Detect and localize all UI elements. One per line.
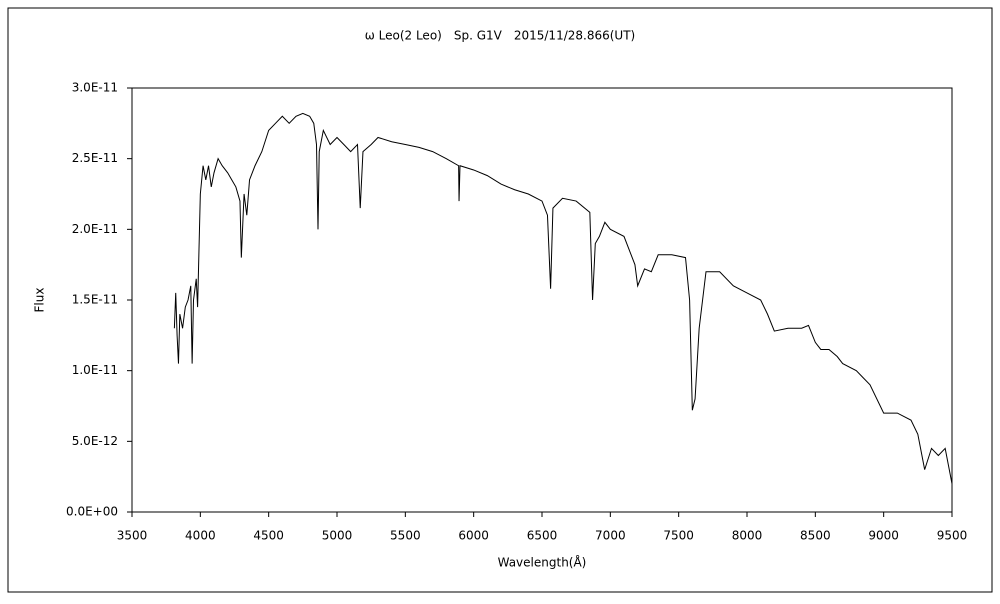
x-axis-label: Wavelength(Å)	[498, 555, 587, 570]
x-tick-label: 6000	[458, 529, 489, 543]
x-tick-label: 4000	[185, 529, 216, 543]
x-tick-label: 5500	[390, 529, 421, 543]
x-tick-label: 6500	[527, 529, 558, 543]
x-tick-label: 3500	[117, 529, 148, 543]
x-tick-label: 8500	[800, 529, 831, 543]
y-tick-label: 5.0E-12	[72, 434, 118, 448]
y-tick-label: 2.5E-11	[72, 151, 118, 165]
y-axis-label: Flux	[33, 288, 47, 313]
x-tick-label: 7000	[595, 529, 626, 543]
x-tick-label: 9500	[937, 529, 968, 543]
x-tick-label: 7500	[663, 529, 694, 543]
x-tick-label: 9000	[868, 529, 899, 543]
y-tick-label: 3.0E-11	[72, 81, 118, 95]
spectrum-line	[173, 112, 953, 484]
x-tick-label: 5000	[322, 529, 353, 543]
y-tick-label: 0.0E+00	[66, 505, 118, 519]
chart-title: ω Leo(2 Leo) Sp. G1V 2015/11/28.866(UT)	[365, 29, 635, 43]
frame	[7, 7, 993, 593]
x-tick-label: 4500	[253, 529, 284, 543]
y-tick-label: 1.0E-11	[72, 363, 118, 377]
x-tick-label: 8000	[732, 529, 763, 543]
y-tick-label: 2.0E-11	[72, 222, 118, 236]
y-tick-label: 1.5E-11	[72, 293, 118, 307]
plot-area	[131, 87, 953, 513]
